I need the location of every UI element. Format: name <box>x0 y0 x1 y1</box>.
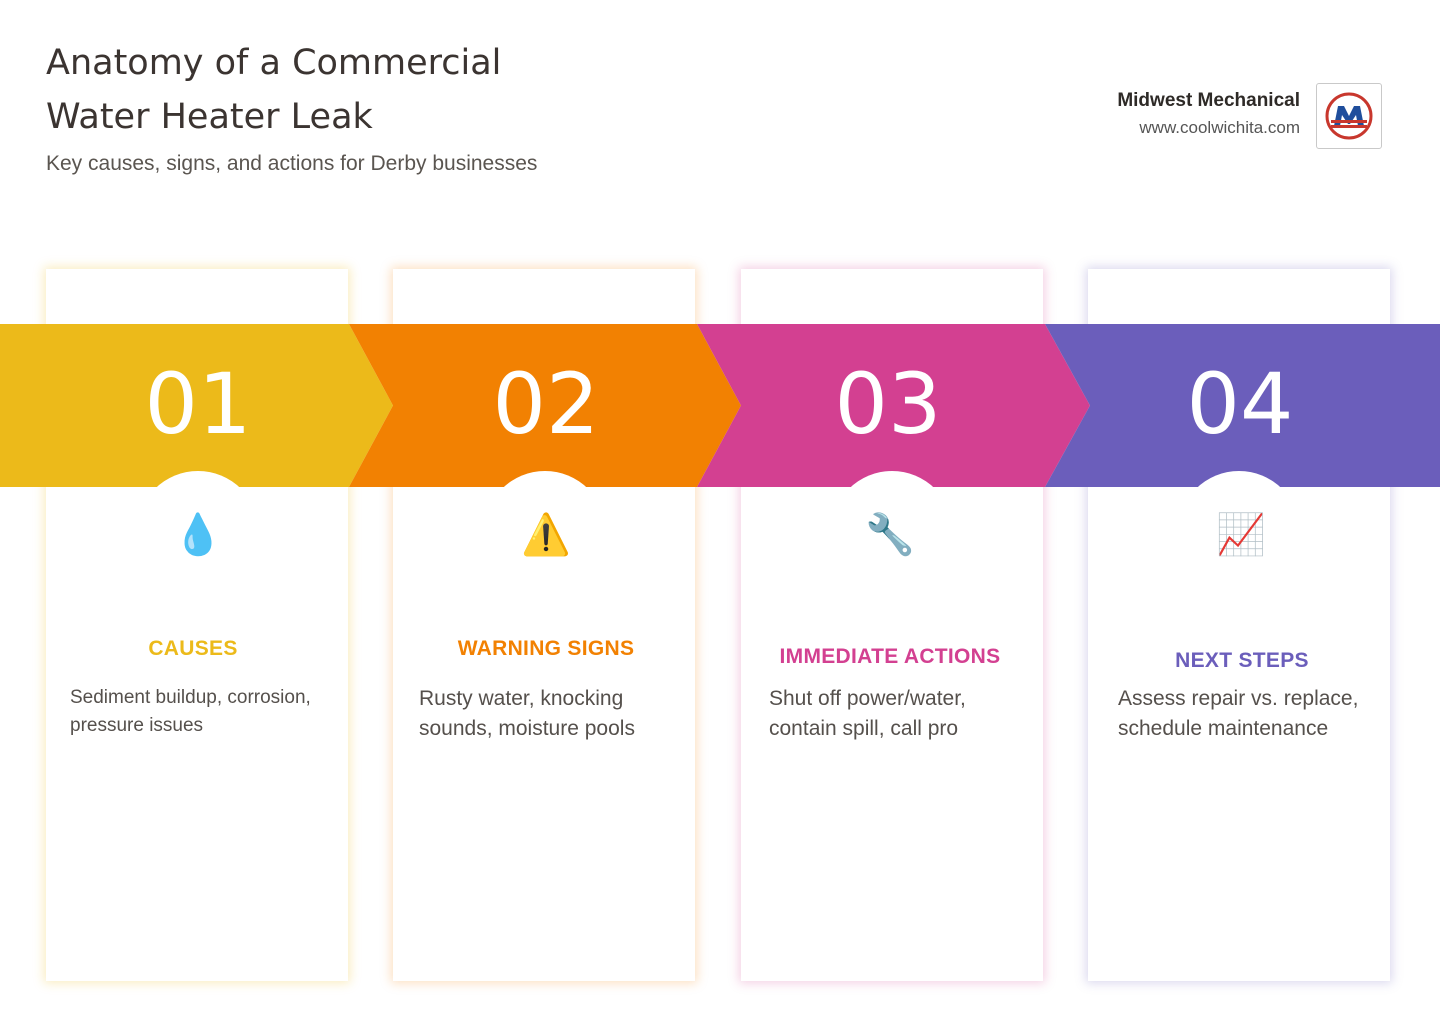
icon-badge-2 <box>484 471 606 593</box>
arrow-segment-1 <box>0 324 393 487</box>
step-description-2: Rusty water, knocking sounds, moisture p… <box>419 687 635 740</box>
brand-url[interactable]: www.coolwichita.com <box>1139 118 1300 137</box>
step-description-4: Assess repair vs. replace, schedule main… <box>1118 687 1359 740</box>
process-arrow-band <box>0 324 1440 487</box>
arrow-segment-4 <box>1045 324 1440 487</box>
icon-badge-3 <box>831 471 953 593</box>
chart-increasing-icon: 📈 <box>1216 513 1266 557</box>
step-description-1: Sediment buildup, corrosion, pressure is… <box>70 687 311 736</box>
brand-block: Midwest Mechanical www.coolwichita.com <box>1117 90 1300 138</box>
brand-name: Midwest Mechanical <box>1117 90 1300 111</box>
step-number-3: 03 <box>834 355 942 453</box>
arrow-segment-3 <box>697 324 1090 487</box>
step-heading-1: CAUSES <box>148 637 238 660</box>
logo-emblem-icon <box>1325 92 1373 140</box>
step-heading-3: IMMEDIATE ACTIONS <box>779 645 1001 668</box>
wrench-icon: 🔧 <box>865 513 915 557</box>
icon-badge-4 <box>1178 471 1300 593</box>
page-subtitle: Key causes, signs, and actions for Derby… <box>46 152 538 175</box>
droplet-icon: 💧 <box>173 513 223 557</box>
step-number-1: 01 <box>144 355 252 453</box>
step-heading-4: NEXT STEPS <box>1175 649 1309 672</box>
arrow-segment-2 <box>349 324 741 487</box>
page-title: Anatomy of a Commercial Water Heater Lea… <box>46 36 606 144</box>
warning-icon: ⚠️ <box>521 513 571 557</box>
title-line-2: Water Heater Leak <box>46 97 373 137</box>
step-heading-2: WARNING SIGNS <box>457 637 635 660</box>
icon-badge-1 <box>137 471 259 593</box>
step-number-4: 04 <box>1186 355 1294 453</box>
title-line-1: Anatomy of a Commercial <box>46 43 502 83</box>
step-description-3: Shut off power/water, contain spill, cal… <box>769 687 966 740</box>
brand-logo <box>1316 83 1382 149</box>
step-number-2: 02 <box>492 355 600 453</box>
